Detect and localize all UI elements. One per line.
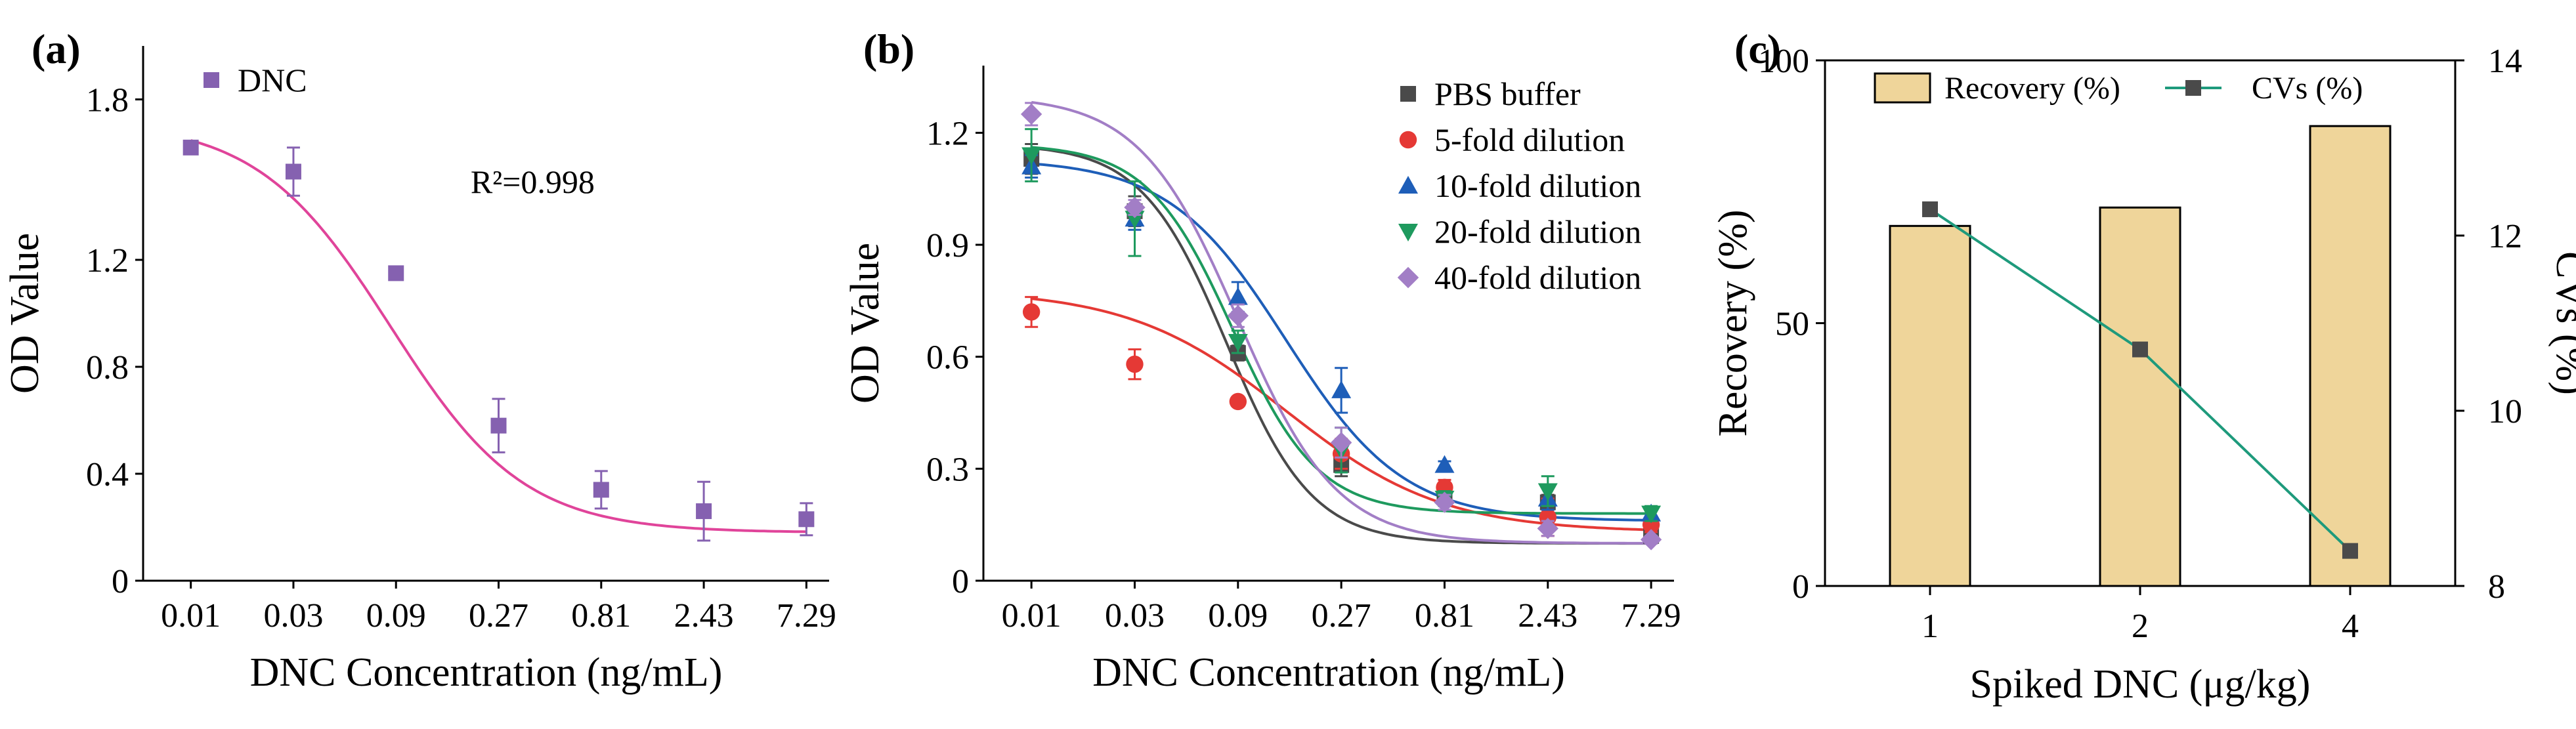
data-point — [1020, 103, 1042, 125]
legend-label: 5-fold dilution — [1434, 121, 1625, 158]
x-tick-label: 0.03 — [1105, 597, 1165, 635]
y-tick-label: 50 — [1775, 306, 1809, 343]
data-point — [388, 265, 404, 281]
data-point — [1228, 287, 1248, 305]
panel-label: (c) — [1734, 26, 1781, 72]
cvs-point — [2132, 341, 2148, 358]
x-tick-label: 2 — [2132, 608, 2149, 645]
legend-label: PBS buffer — [1434, 75, 1581, 112]
data-point — [1021, 147, 1042, 165]
x-tick-label: 0.81 — [1415, 597, 1474, 635]
y-tick-label: 1.8 — [86, 82, 129, 119]
x-axis-title: Spiked DNC (μg/kg) — [1970, 662, 2311, 707]
y-axis-title: Recovery (%) — [1711, 210, 1755, 437]
y-tick-label: 1.2 — [926, 115, 969, 152]
x-tick-label: 0.09 — [366, 597, 426, 635]
y-tick-label: 0 — [1792, 568, 1809, 606]
chart-panel-a: (a) 0 0.4 0.8 1.2 1.8 0.01 0.03 0.09 0.27 0.81 2.43… — [3, 26, 836, 695]
data-point — [1537, 483, 1558, 501]
x-tick-label: 1 — [1921, 608, 1939, 645]
legend-label: 10-fold dilution — [1434, 167, 1641, 204]
recovery-bar — [2309, 125, 2392, 587]
y-tick-label: 100 — [1758, 43, 1809, 80]
y-tick-label: 0 — [952, 563, 969, 600]
x-tick-label: 0.27 — [469, 597, 528, 635]
chart-panel-b: (b) 0 0.3 0.6 0.9 1.2 0.01 0.03 0.09 0.27 0.81 2.43… — [843, 26, 1681, 695]
data-point — [1330, 432, 1352, 453]
y-tick-label: 0.4 — [86, 456, 129, 493]
legend-label: DNC — [238, 62, 307, 98]
panel-label: (b) — [863, 26, 914, 72]
data-point — [1434, 491, 1455, 513]
legend-marker — [204, 72, 219, 88]
data-point — [696, 503, 712, 520]
x-tick-label: 2.43 — [1518, 597, 1578, 635]
panel-label: (a) — [32, 26, 81, 72]
legend-marker — [1398, 176, 1418, 194]
data-point — [1640, 529, 1662, 551]
x-tick-label: 0.01 — [1002, 597, 1062, 635]
legend-label: 40-fold dilution — [1434, 259, 1641, 296]
legend-label: CVs (%) — [2252, 71, 2363, 106]
data-point — [1227, 304, 1249, 327]
y2-tick-label: 10 — [2488, 393, 2522, 430]
y-axis-title: OD Value — [843, 243, 888, 404]
x-tick-label: 0.01 — [161, 597, 221, 635]
r-squared-annotation: R²=0.998 — [471, 163, 595, 200]
data-point — [1022, 303, 1041, 321]
x-tick-label: 0.81 — [571, 597, 631, 635]
x-axis-title: DNC Concentration (ng/mL) — [1092, 650, 1565, 695]
y-axis-title: OD Value — [3, 233, 47, 394]
y-tick-label: 0.3 — [926, 451, 969, 488]
data-point — [1124, 196, 1146, 219]
recovery-bar — [2099, 206, 2181, 587]
legend-marker — [1398, 224, 1418, 241]
data-point — [182, 139, 199, 156]
y2-tick-label: 14 — [2488, 43, 2522, 80]
y-tick-label: 0.9 — [926, 227, 969, 264]
y-tick-label: 0.6 — [926, 339, 969, 377]
x-tick-label: 7.29 — [777, 597, 836, 635]
data-point — [1537, 518, 1558, 539]
legend-marker — [1400, 86, 1416, 102]
y2-tick-label: 12 — [2488, 218, 2522, 255]
legend-marker — [2185, 80, 2201, 96]
cvs-point — [2342, 543, 2358, 559]
data-point — [593, 482, 609, 498]
y-tick-label: 0.8 — [86, 349, 129, 386]
cvs-point — [1922, 201, 1938, 217]
data-point — [490, 417, 507, 434]
x-tick-label: 0.27 — [1312, 597, 1371, 635]
x-tick-label: 0.09 — [1208, 597, 1268, 635]
recovery-bar — [1889, 224, 1971, 587]
legend-marker — [1399, 131, 1417, 149]
y-tick-label: 0 — [112, 563, 129, 600]
legend-label: 20-fold dilution — [1434, 213, 1641, 250]
legend-marker — [1397, 266, 1419, 289]
fit-curve-series-4 — [1031, 100, 1652, 545]
data-point — [798, 511, 815, 528]
data-point — [1641, 505, 1662, 524]
x-tick-label: 7.29 — [1621, 597, 1681, 635]
y2-tick-label: 8 — [2488, 568, 2505, 606]
data-point — [1434, 455, 1455, 473]
data-point — [1126, 355, 1144, 373]
data-point — [285, 163, 301, 180]
y-tick-label: 1.2 — [86, 242, 129, 280]
x-tick-label: 4 — [2342, 608, 2359, 645]
x-axis-title: DNC Concentration (ng/mL) — [250, 650, 723, 695]
data-point — [1228, 333, 1248, 352]
y2-axis-title: CVs (%) — [2548, 251, 2576, 395]
legend-swatch — [1874, 72, 1931, 104]
data-point — [1229, 392, 1247, 411]
x-tick-label: 0.03 — [263, 597, 323, 635]
x-tick-label: 2.43 — [674, 597, 734, 635]
data-point — [1331, 380, 1352, 398]
legend-label: Recovery (%) — [1944, 71, 2120, 106]
